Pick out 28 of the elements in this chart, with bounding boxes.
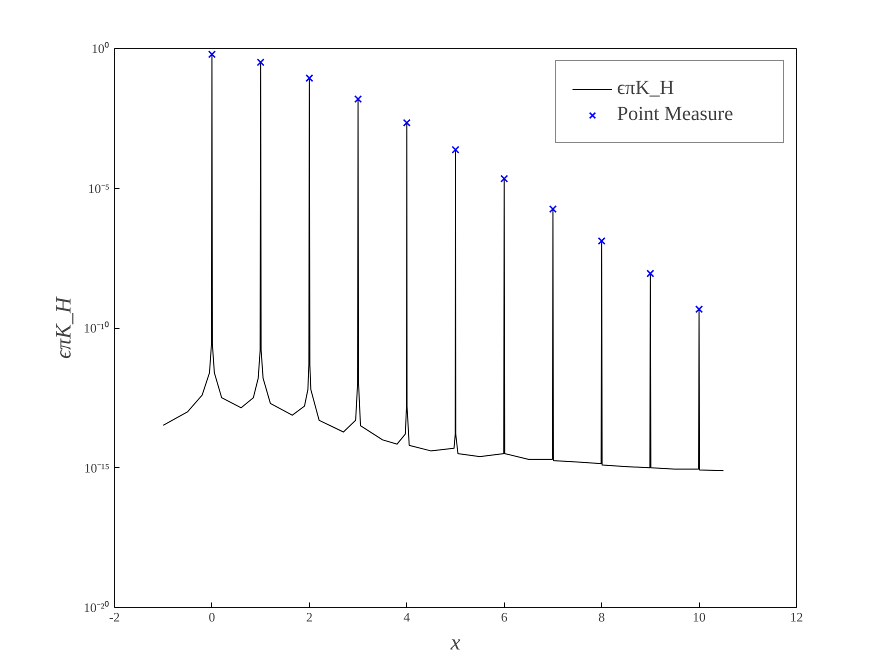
point [305, 74, 314, 82]
x-tick-label: 8 [598, 610, 605, 624]
x-tick-label: 2 [306, 610, 313, 624]
point [548, 205, 557, 213]
point [500, 174, 508, 183]
x-tick-label: -2 [109, 610, 120, 624]
x-axis-title: x [450, 630, 461, 654]
y-axis-title: ϵπK_H [50, 296, 76, 359]
y-tick-label: 10⁰ [92, 41, 110, 56]
y-tick-label: 10⁻¹⁰ [84, 320, 110, 336]
point [208, 50, 216, 58]
x-tick-label: 12 [790, 610, 803, 624]
y-tick-label: 10⁻⁵ [88, 180, 110, 196]
x-tick-label: 10 [692, 610, 706, 624]
point [452, 146, 460, 154]
y-tick-label: 10⁻¹⁵ [84, 460, 110, 476]
x-tick-label: 6 [500, 610, 508, 624]
point [354, 95, 362, 104]
y-tick-label: 10⁻²⁰ [84, 600, 110, 615]
point [695, 305, 704, 314]
point [256, 58, 265, 66]
x-tick-label: 4 [404, 610, 411, 624]
legend-label: ϵπK_H [617, 77, 676, 100]
legend-label: Point Measure [617, 103, 734, 126]
x-tick-label: 0 [208, 610, 216, 624]
point [402, 118, 411, 127]
point [646, 270, 654, 278]
point [598, 237, 606, 245]
